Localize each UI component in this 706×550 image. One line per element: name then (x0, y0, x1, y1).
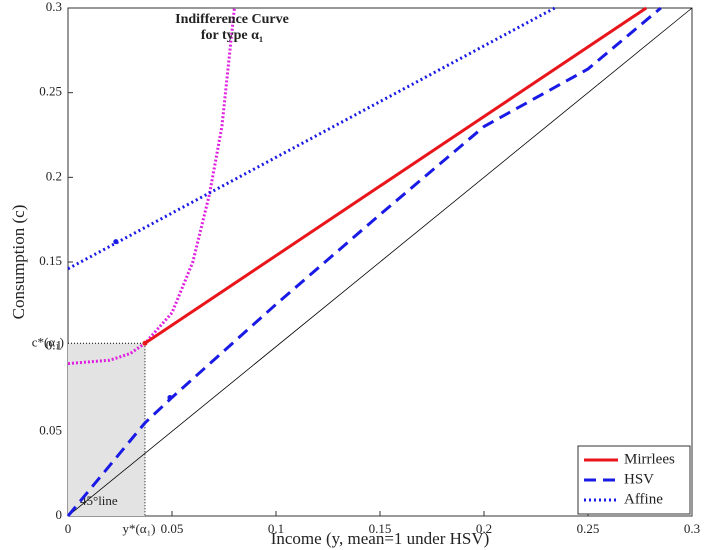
optimum-x-label: y*(α₁) (122, 521, 155, 536)
y-tick-label: 0 (56, 507, 63, 522)
marker (167, 394, 173, 400)
y-tick-label: 0.25 (39, 84, 62, 99)
legend-label: Mirrlees (624, 451, 675, 467)
y-tick-label: 0.2 (46, 168, 62, 183)
legend-label: Affine (624, 491, 663, 507)
diagonal-line (67, 7, 693, 517)
x-axis-label: Income (y, mean=1 under HSV) (271, 529, 490, 548)
marker (142, 340, 148, 346)
legend-box (577, 445, 691, 515)
legend-label: HSV (624, 471, 654, 487)
x-tick-label: 0.15 (369, 521, 392, 536)
diagonal-label: 45°line (80, 493, 118, 508)
y-axis-label: Consumption (c) (9, 205, 28, 320)
x-tick-label: 0.2 (476, 521, 492, 536)
x-tick-label: 0.1 (268, 521, 284, 536)
y-tick-label: 0.05 (39, 422, 62, 437)
y-tick-label: 0.3 (46, 0, 62, 14)
shaded-region (68, 343, 145, 516)
optimum-y-label: c*(α₁) (32, 334, 64, 349)
x-tick-label: 0.3 (684, 521, 700, 536)
marker (113, 239, 119, 245)
x-tick-label: 0 (65, 521, 72, 536)
y-tick-label: 0.15 (39, 253, 62, 268)
indifference-curve (67, 7, 236, 366)
series-line (66, 6, 662, 517)
annotation: for type α₁ (201, 28, 263, 43)
y-tick-label: 0.1 (46, 338, 62, 353)
x-tick-label: 0.25 (577, 521, 600, 536)
annotation: Indifference Curve (175, 12, 289, 27)
series-line (144, 6, 648, 345)
series-line (67, 6, 556, 271)
x-tick-label: 0.05 (161, 521, 184, 536)
